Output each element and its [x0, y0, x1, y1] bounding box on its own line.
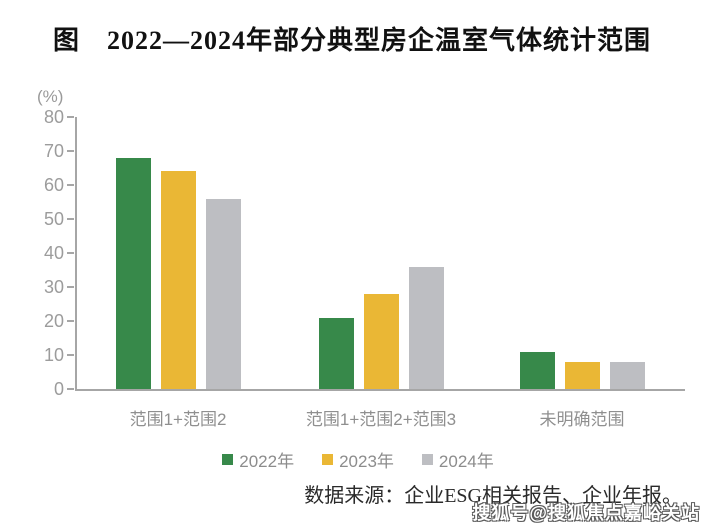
bar-group [520, 351, 645, 389]
bar-group [116, 157, 241, 389]
y-tick-label: 20 [43, 311, 64, 331]
y-tick-label: 70 [43, 141, 64, 161]
y-tick [67, 150, 74, 152]
legend-item: 2022年 [222, 447, 294, 472]
category-label: 范围1+范围2 [129, 410, 227, 429]
watermark: 搜狐号@搜狐焦点嘉峪关站 [472, 503, 700, 523]
y-tick-label: 0 [53, 379, 64, 399]
legend-swatch [421, 454, 433, 465]
y-tick [67, 286, 74, 288]
bar [116, 157, 151, 389]
legend: 2022年 2023年 2024年 [12, 447, 704, 472]
legend-item: 2023年 [322, 447, 394, 472]
legend-label: 2022年 [239, 452, 295, 471]
bar [206, 198, 241, 389]
legend-swatch [222, 454, 234, 465]
y-tick [67, 320, 74, 322]
y-axis-unit-label: (%) [37, 87, 64, 106]
y-tick [67, 388, 74, 390]
bar [364, 293, 399, 389]
y-tick-label: 10 [43, 345, 64, 365]
y-tick-label: 40 [43, 243, 64, 263]
bar-group [319, 266, 444, 389]
y-tick-label: 60 [43, 175, 64, 195]
plot-area: (%) 0 10 20 30 40 50 60 70 80 范围1+范围2 范围1+范围2+范围3 未… [37, 87, 685, 429]
legend-item: 2024年 [421, 447, 494, 472]
bar [610, 361, 645, 389]
y-tick-label: 50 [43, 209, 64, 229]
legend-label: 2023年 [339, 452, 394, 471]
bar [319, 317, 354, 389]
source-note: 数据来源：企业ESG相关报告、企业年报。 [304, 485, 682, 507]
y-tick [67, 218, 74, 220]
legend-label: 2024年 [438, 452, 494, 471]
legend-swatch [322, 454, 334, 465]
y-tick [67, 354, 74, 356]
category-label: 范围1+范围2+范围3 [305, 410, 457, 429]
y-tick [67, 184, 74, 186]
y-tick-label: 80 [43, 107, 64, 127]
bar [565, 361, 600, 389]
bar [520, 351, 555, 389]
bar [409, 266, 444, 389]
chart-title: 图 2022—2024年部分典型房企温室气体统计范围 [52, 26, 651, 55]
category-label: 未明确范围 [539, 410, 625, 429]
y-tick-label: 30 [43, 277, 64, 297]
y-tick [67, 116, 74, 118]
y-tick [67, 252, 74, 254]
bar [161, 171, 196, 389]
